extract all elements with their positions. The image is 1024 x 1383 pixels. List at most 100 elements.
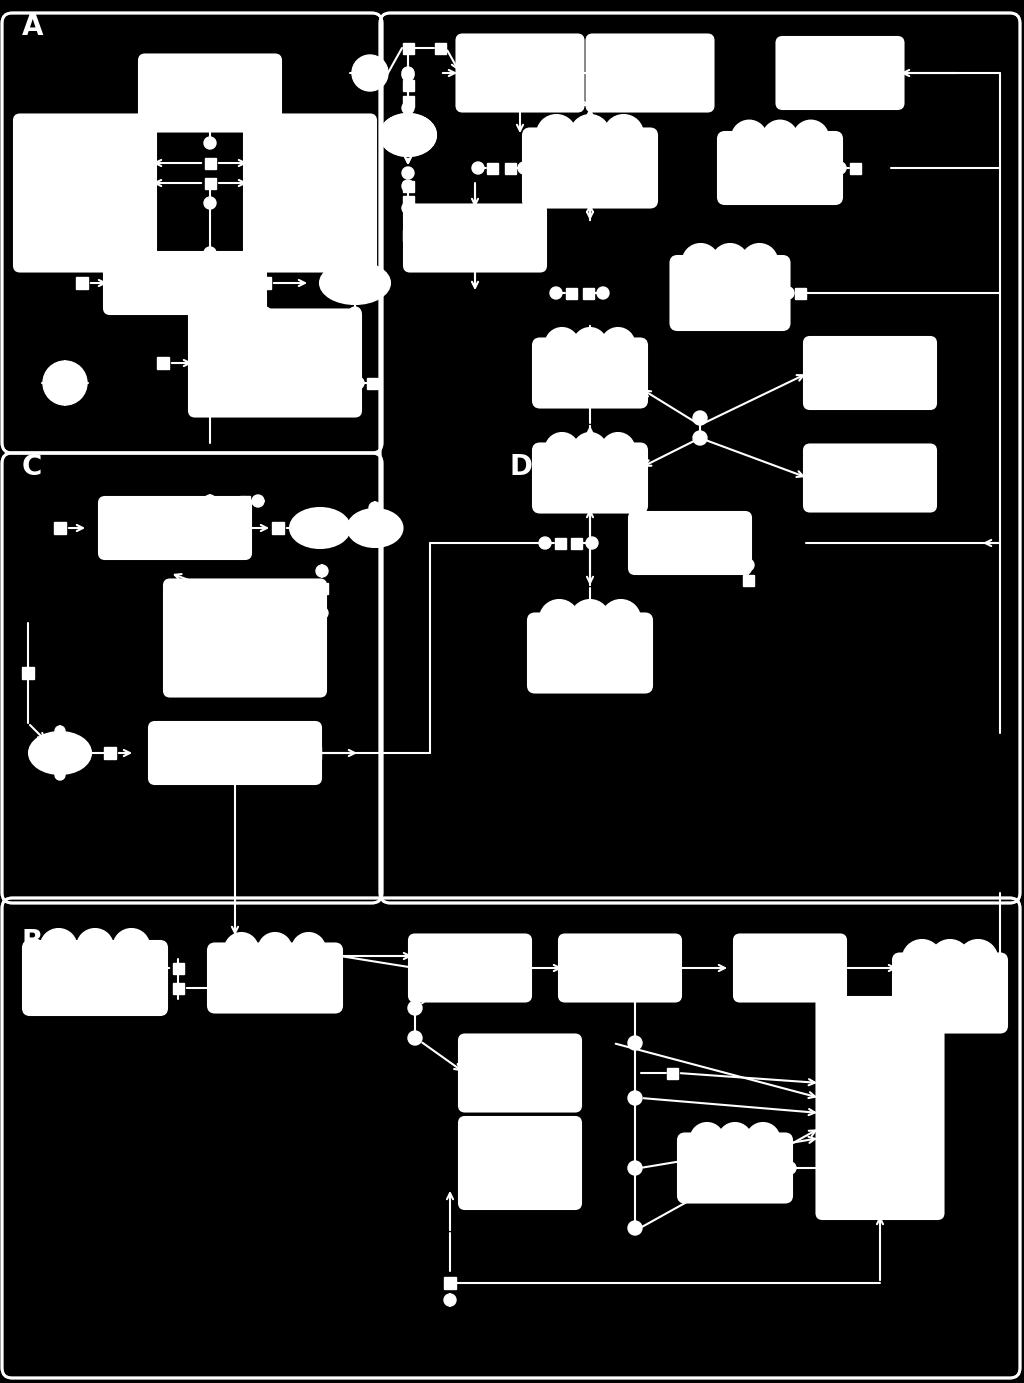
Circle shape bbox=[546, 433, 579, 466]
Bar bbox=[104, 747, 116, 759]
Bar bbox=[402, 230, 414, 241]
FancyBboxPatch shape bbox=[534, 444, 647, 513]
Text: A: A bbox=[22, 12, 43, 41]
Circle shape bbox=[540, 600, 579, 639]
Circle shape bbox=[402, 66, 414, 79]
Circle shape bbox=[573, 328, 606, 361]
Bar bbox=[434, 43, 445, 54]
Circle shape bbox=[573, 433, 606, 466]
Bar bbox=[402, 195, 414, 206]
Bar bbox=[205, 158, 215, 169]
Bar bbox=[272, 521, 284, 534]
Text: B: B bbox=[22, 928, 43, 956]
Circle shape bbox=[601, 600, 640, 639]
Bar bbox=[172, 963, 183, 974]
Circle shape bbox=[252, 495, 264, 508]
Circle shape bbox=[570, 600, 609, 639]
Circle shape bbox=[902, 940, 941, 979]
Bar bbox=[367, 378, 378, 389]
FancyBboxPatch shape bbox=[559, 935, 681, 1001]
FancyBboxPatch shape bbox=[804, 337, 936, 409]
Bar bbox=[795, 288, 806, 299]
Circle shape bbox=[763, 120, 798, 155]
Circle shape bbox=[570, 115, 609, 154]
Ellipse shape bbox=[347, 509, 402, 548]
Circle shape bbox=[196, 607, 208, 620]
Circle shape bbox=[693, 411, 707, 425]
Bar bbox=[157, 357, 169, 369]
Circle shape bbox=[402, 180, 414, 192]
Circle shape bbox=[114, 929, 150, 965]
FancyBboxPatch shape bbox=[534, 339, 647, 408]
Bar bbox=[555, 538, 565, 549]
FancyBboxPatch shape bbox=[164, 579, 326, 697]
Bar bbox=[172, 982, 183, 993]
FancyBboxPatch shape bbox=[457, 35, 584, 112]
Circle shape bbox=[628, 1091, 642, 1105]
Circle shape bbox=[55, 770, 65, 780]
FancyBboxPatch shape bbox=[528, 614, 652, 693]
FancyBboxPatch shape bbox=[23, 940, 167, 1015]
Circle shape bbox=[746, 1123, 779, 1156]
Circle shape bbox=[292, 934, 325, 965]
Circle shape bbox=[349, 307, 361, 319]
Bar bbox=[444, 1277, 456, 1289]
Bar bbox=[486, 162, 498, 173]
FancyBboxPatch shape bbox=[587, 35, 714, 112]
Circle shape bbox=[518, 162, 530, 174]
FancyBboxPatch shape bbox=[409, 935, 531, 1001]
Circle shape bbox=[349, 248, 361, 259]
Bar bbox=[22, 667, 34, 679]
Circle shape bbox=[539, 537, 551, 549]
Bar bbox=[309, 747, 321, 759]
Circle shape bbox=[316, 566, 328, 577]
Bar bbox=[667, 1068, 678, 1079]
Circle shape bbox=[601, 433, 635, 466]
Circle shape bbox=[712, 243, 748, 279]
Circle shape bbox=[55, 726, 65, 736]
FancyBboxPatch shape bbox=[14, 115, 156, 271]
Circle shape bbox=[352, 378, 364, 389]
Circle shape bbox=[77, 929, 113, 965]
Circle shape bbox=[225, 934, 258, 965]
Bar bbox=[259, 277, 271, 289]
Bar bbox=[205, 177, 215, 188]
Circle shape bbox=[732, 120, 767, 155]
Circle shape bbox=[444, 1294, 456, 1306]
Bar bbox=[76, 277, 88, 289]
FancyBboxPatch shape bbox=[816, 997, 943, 1218]
Bar bbox=[304, 950, 315, 961]
Circle shape bbox=[258, 934, 292, 965]
FancyBboxPatch shape bbox=[718, 131, 842, 205]
Circle shape bbox=[204, 248, 216, 259]
FancyBboxPatch shape bbox=[804, 444, 936, 512]
FancyBboxPatch shape bbox=[404, 205, 546, 271]
Circle shape bbox=[931, 940, 970, 979]
FancyBboxPatch shape bbox=[671, 256, 790, 331]
Bar bbox=[402, 79, 414, 90]
Circle shape bbox=[316, 607, 328, 620]
Circle shape bbox=[597, 288, 609, 299]
Ellipse shape bbox=[380, 113, 436, 156]
Circle shape bbox=[369, 502, 381, 514]
FancyBboxPatch shape bbox=[139, 54, 281, 131]
Circle shape bbox=[719, 1123, 752, 1156]
FancyBboxPatch shape bbox=[459, 1034, 581, 1112]
Circle shape bbox=[402, 202, 414, 214]
Circle shape bbox=[43, 361, 87, 405]
Circle shape bbox=[742, 559, 754, 571]
Bar bbox=[402, 95, 414, 106]
Circle shape bbox=[683, 243, 719, 279]
FancyBboxPatch shape bbox=[208, 943, 342, 1012]
Circle shape bbox=[41, 929, 77, 965]
FancyBboxPatch shape bbox=[459, 1117, 581, 1209]
Circle shape bbox=[259, 307, 271, 319]
FancyBboxPatch shape bbox=[150, 722, 321, 784]
Circle shape bbox=[352, 55, 388, 91]
FancyBboxPatch shape bbox=[893, 953, 1007, 1033]
FancyBboxPatch shape bbox=[104, 252, 266, 314]
Bar bbox=[742, 574, 754, 585]
Circle shape bbox=[601, 328, 635, 361]
Circle shape bbox=[259, 248, 271, 259]
Circle shape bbox=[204, 137, 216, 149]
